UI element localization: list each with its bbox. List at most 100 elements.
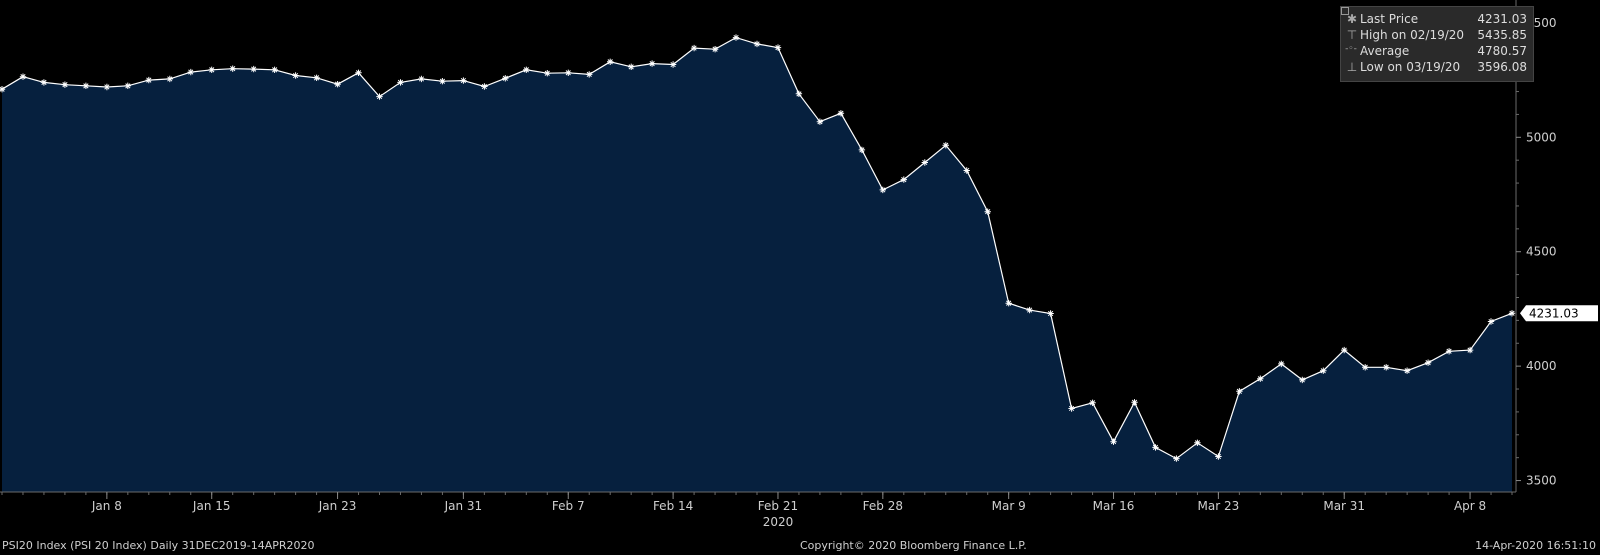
legend-value: 5435.85: [1477, 28, 1527, 42]
legend-label: Last Price: [1360, 12, 1419, 26]
copyright-text: Copyright© 2020 Bloomberg Finance L.P.: [800, 539, 1027, 552]
data-point: [837, 110, 845, 117]
x-tick-label: Jan 15: [192, 499, 231, 513]
data-point: [607, 58, 614, 65]
price-chart: Jan 8 Jan 15 Jan 23 Jan 31 Feb 7 Feb 14 Feb 21…: [0, 0, 1598, 529]
y-tick-label: 5000: [1526, 130, 1557, 144]
data-point: [1152, 444, 1159, 451]
y-tick-label: 4000: [1526, 359, 1557, 373]
x-tick-label: Mar 31: [1323, 499, 1365, 513]
data-point: [732, 34, 740, 41]
data-point: [187, 68, 194, 76]
legend-label: Low on 03/19/20: [1360, 60, 1461, 74]
data-point: [1068, 405, 1075, 412]
data-point: [1278, 360, 1285, 368]
data-point: [1131, 399, 1138, 406]
data-point: [669, 61, 677, 68]
data-point: [166, 75, 173, 83]
legend-row-average: -◦- Average 4780.57: [1341, 44, 1533, 60]
data-point: [774, 44, 782, 51]
data-point: [565, 69, 572, 76]
data-point: [229, 65, 236, 72]
data-point: [1487, 318, 1495, 325]
data-point: [481, 83, 488, 90]
data-point: [795, 90, 803, 97]
legend-toggle-icon[interactable]: [1341, 7, 1349, 15]
legend-row-last-price: ✱ Last Price 4231.03: [1341, 12, 1533, 28]
data-point: [1089, 399, 1096, 406]
data-point: [1005, 300, 1012, 307]
data-point: [628, 63, 635, 70]
star-marker-icon: ✱: [1346, 12, 1358, 26]
data-point: [292, 72, 299, 79]
x-tick-label: Jan 8: [91, 499, 122, 513]
low-marker-icon: ⊥: [1346, 60, 1358, 74]
footer-bar: PSI20 Index (PSI 20 Index) Daily 31DEC20…: [0, 539, 1600, 555]
data-point: [250, 65, 257, 73]
x-tick-label: Jan 31: [444, 499, 483, 513]
data-point: [1445, 348, 1453, 355]
data-point: [124, 82, 131, 89]
data-point: [1383, 364, 1390, 371]
data-point: [1215, 453, 1222, 460]
data-point: [145, 76, 152, 84]
data-point: [0, 86, 6, 93]
data-point: [502, 75, 509, 82]
x-tick-label: Mar 16: [1093, 499, 1135, 513]
legend-row-low: ⊥ Low on 03/19/20 3596.08: [1341, 60, 1533, 76]
data-point: [921, 159, 928, 166]
y-tick-label: 3500: [1526, 474, 1557, 488]
data-point: [1466, 346, 1474, 354]
data-point: [1362, 364, 1369, 371]
data-point: [963, 167, 970, 174]
x-tick-label: Feb 7: [552, 499, 585, 513]
x-year-label: 2020: [763, 515, 794, 529]
legend-value: 4231.03: [1477, 12, 1527, 26]
data-point: [984, 208, 991, 215]
data-point: [40, 79, 48, 86]
data-point: [900, 176, 907, 183]
data-point: [1341, 346, 1348, 354]
data-point: [313, 74, 320, 81]
data-point: [439, 78, 446, 85]
data-point: [1047, 310, 1054, 317]
data-point: [711, 46, 719, 53]
data-point: [942, 142, 949, 149]
x-tick-label: Mar 9: [992, 499, 1026, 513]
legend-box: ✱ Last Price 4231.03 ⊤ High on 02/19/20 …: [1340, 6, 1534, 82]
data-point: [1026, 306, 1033, 314]
data-point: [690, 44, 698, 52]
data-point: [1403, 367, 1411, 374]
security-description: PSI20 Index (PSI 20 Index) Daily 31DEC20…: [2, 539, 315, 552]
data-point: [397, 79, 404, 86]
data-point: [208, 66, 215, 73]
data-point: [879, 186, 886, 194]
data-point: [376, 93, 383, 100]
data-point: [586, 71, 593, 78]
data-point: [1508, 310, 1516, 317]
data-point: [1257, 375, 1264, 382]
data-point: [103, 83, 111, 91]
data-point: [648, 60, 656, 67]
last-price-label: 4231.03: [1529, 306, 1579, 320]
data-point: [19, 73, 27, 80]
data-point: [753, 40, 761, 48]
y-tick-label: 4500: [1526, 245, 1557, 259]
legend-value: 3596.08: [1477, 60, 1527, 74]
legend-row-high: ⊤ High on 02/19/20 5435.85: [1341, 28, 1533, 44]
data-point: [1194, 439, 1201, 446]
data-point: [61, 81, 69, 88]
average-marker-icon: -◦-: [1345, 44, 1357, 54]
timestamp-text: 14-Apr-2020 16:51:10: [1475, 539, 1596, 552]
x-tick-label: Feb 14: [653, 499, 693, 513]
legend-label: Average: [1360, 44, 1410, 58]
data-point: [816, 118, 824, 125]
x-tick-label: Feb 28: [863, 499, 903, 513]
high-marker-icon: ⊤: [1346, 28, 1358, 42]
data-point: [1173, 455, 1180, 462]
last-price-tag: [1520, 305, 1598, 322]
data-point: [334, 81, 341, 88]
legend-label: High on 02/19/20: [1360, 28, 1465, 42]
x-tick-label: Apr 8: [1454, 499, 1486, 513]
data-point: [858, 146, 866, 154]
